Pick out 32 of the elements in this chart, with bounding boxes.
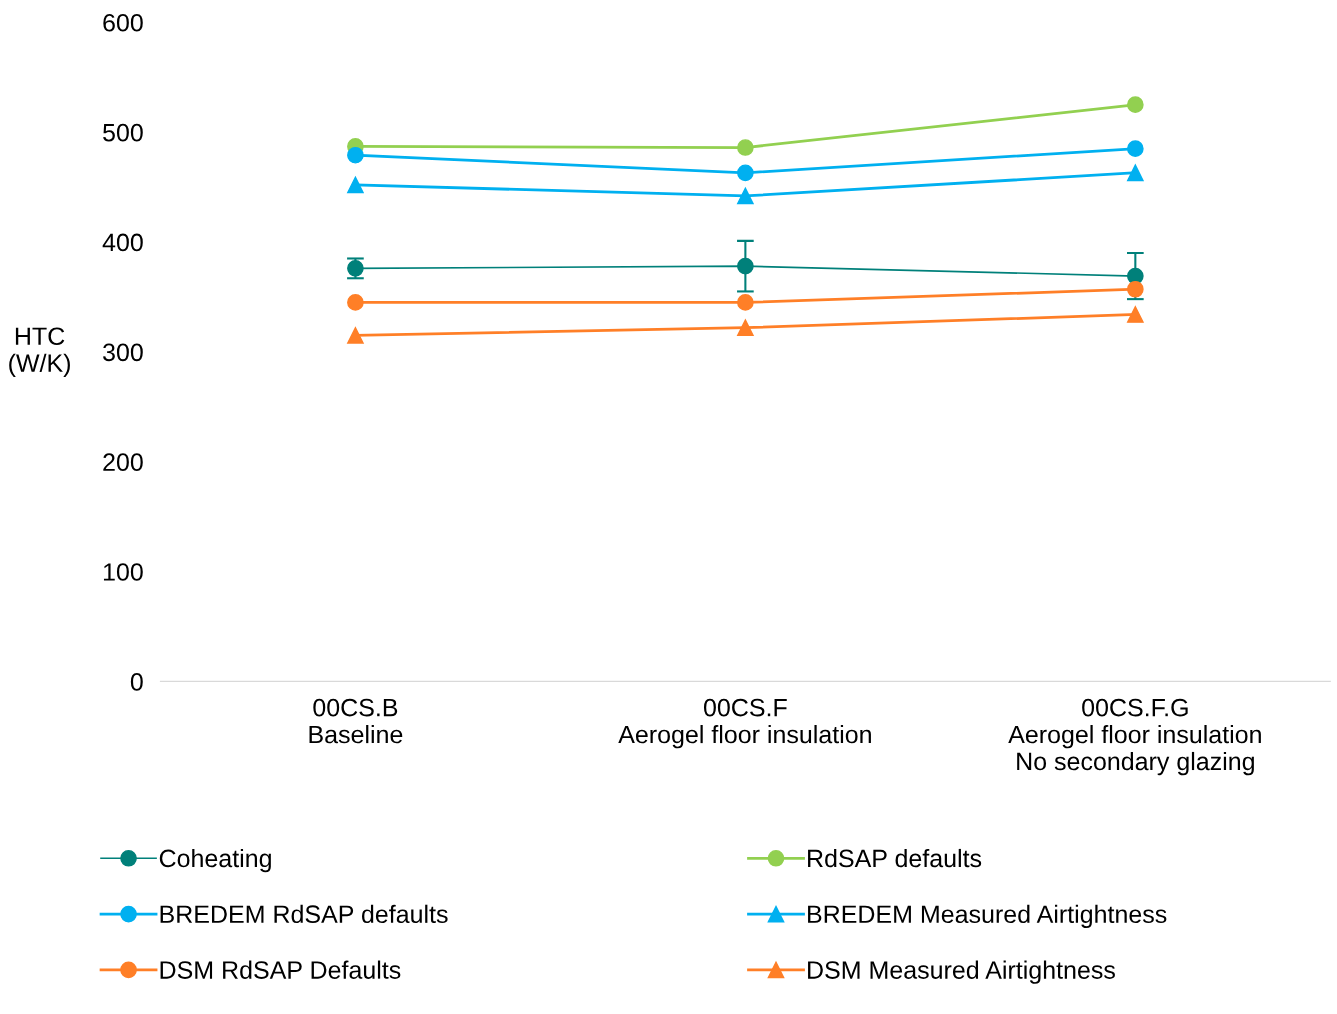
x-tick-label: 00CS.B Baseline: [309, 698, 403, 744]
point: [347, 146, 364, 164]
point: [1127, 306, 1144, 323]
legend-label: RdSAP defaults: [808, 848, 982, 868]
legend-label: DSM RdSAP Defaults: [160, 960, 401, 979]
y-tick-label: 600: [103, 13, 143, 32]
x-tick-label: 00CS.F Aerogel floor insulation: [618, 698, 871, 749]
legend-label: BREDEM RdSAP defaults: [160, 904, 448, 924]
point: [347, 327, 364, 344]
point: [1127, 164, 1144, 182]
legend-label: Coheating: [159, 848, 271, 873]
y-tick-label: 200: [103, 453, 143, 472]
y-tick-label: 0: [130, 673, 143, 691]
y-tick-label: 500: [103, 123, 143, 142]
point: [347, 294, 364, 311]
y-tick-label: 400: [102, 233, 143, 252]
point: [347, 176, 364, 194]
point: [737, 257, 754, 275]
legend-label: DSM Measured Airtightness: [808, 960, 1115, 984]
legend-label: BREDEM Measured Airtightness: [808, 904, 1167, 929]
point: [737, 139, 754, 156]
point: [737, 164, 754, 182]
y-tick-label: 100: [103, 563, 143, 581]
point: [737, 294, 754, 311]
point: [1127, 140, 1144, 157]
y-tick-label: 300: [103, 343, 143, 362]
x-tick-label: 00CS.F.G Aerogel floor insulation No secondary glazing: [1008, 698, 1261, 776]
y-axis-title: HTC (W/K): [9, 327, 70, 377]
point: [737, 319, 754, 337]
point: [1127, 96, 1144, 114]
point: [1127, 280, 1144, 298]
point: [737, 187, 754, 205]
